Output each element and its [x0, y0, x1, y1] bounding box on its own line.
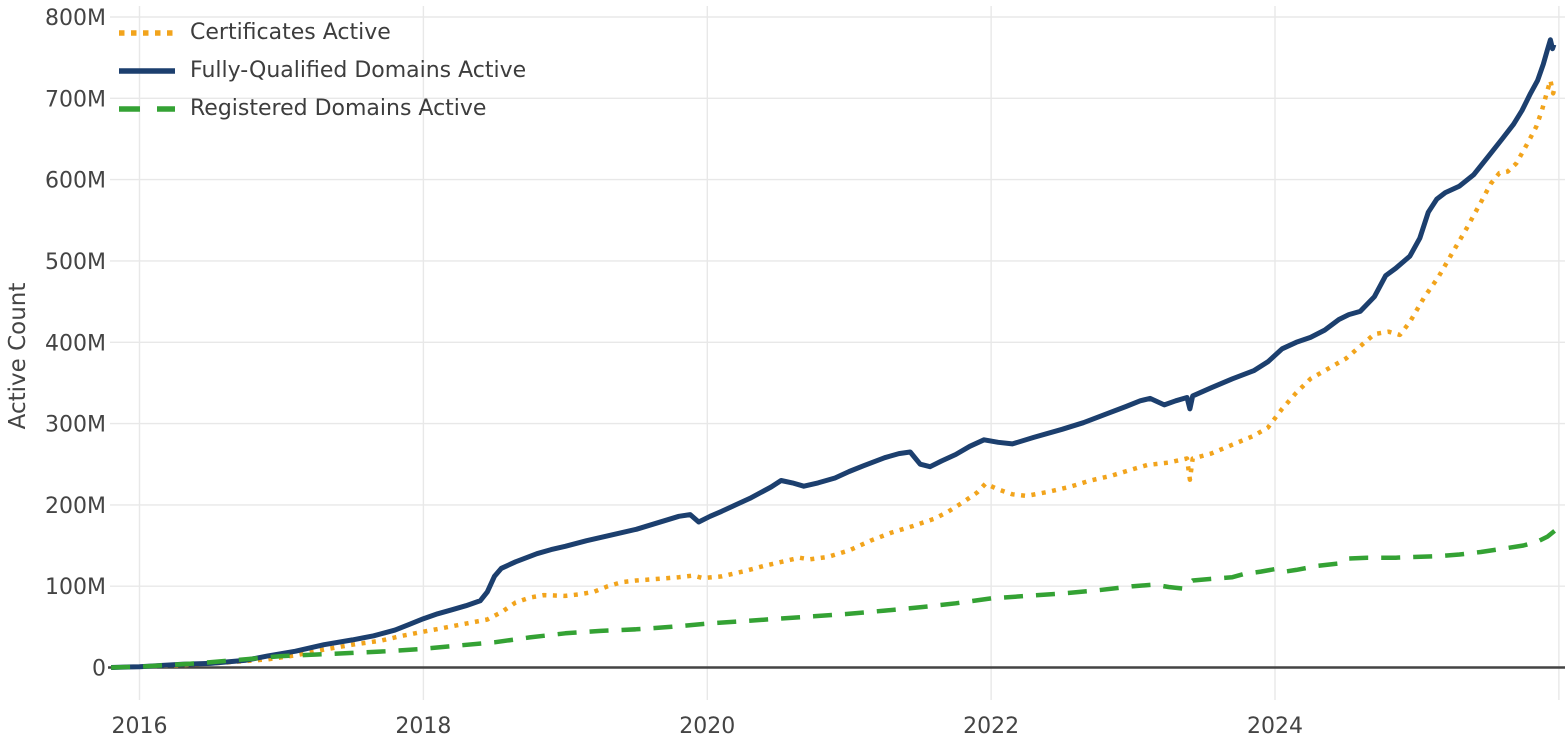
y-tick-label: 200M — [45, 494, 106, 519]
x-tick-label: 2018 — [395, 714, 451, 739]
y-tick-label: 700M — [45, 87, 106, 112]
x-tick-label: 2022 — [963, 714, 1019, 739]
legend-item-certificates-active[interactable]: Certificates Active — [118, 18, 526, 47]
legend-label: Certificates Active — [190, 20, 391, 45]
x-tick-label: 2024 — [1247, 714, 1303, 739]
legend-item-fully-qualified-domains-active[interactable]: Fully-Qualified Domains Active — [118, 56, 526, 85]
y-tick-label: 300M — [45, 413, 106, 438]
legend: Certificates Active Fully-Qualified Domai… — [118, 18, 526, 123]
y-tick-label: 100M — [45, 575, 106, 600]
y-axis-title: Active Count — [5, 282, 31, 430]
legend-label: Fully-Qualified Domains Active — [190, 58, 527, 83]
x-tick-label: 2020 — [679, 714, 735, 739]
legend-item-registered-domains-active[interactable]: Registered Domains Active — [118, 94, 526, 123]
legend-swatch-icon — [119, 105, 175, 112]
y-tick-label: 800M — [45, 6, 106, 31]
y-tick-label: 400M — [45, 331, 106, 356]
legend-label: Registered Domains Active — [190, 96, 487, 121]
x-tick-label: 2016 — [112, 714, 168, 739]
series-line-fully-qualified-domains-active — [111, 37, 1557, 670]
series-line-registered-domains-active — [111, 529, 1557, 670]
series-line-certificates-active — [111, 78, 1557, 670]
legend-swatch-icon — [119, 67, 175, 74]
y-tick-label: 0 — [92, 657, 106, 682]
y-tick-label: 600M — [45, 169, 106, 194]
legend-swatch-icon — [119, 29, 175, 36]
y-tick-label: 500M — [45, 250, 106, 275]
